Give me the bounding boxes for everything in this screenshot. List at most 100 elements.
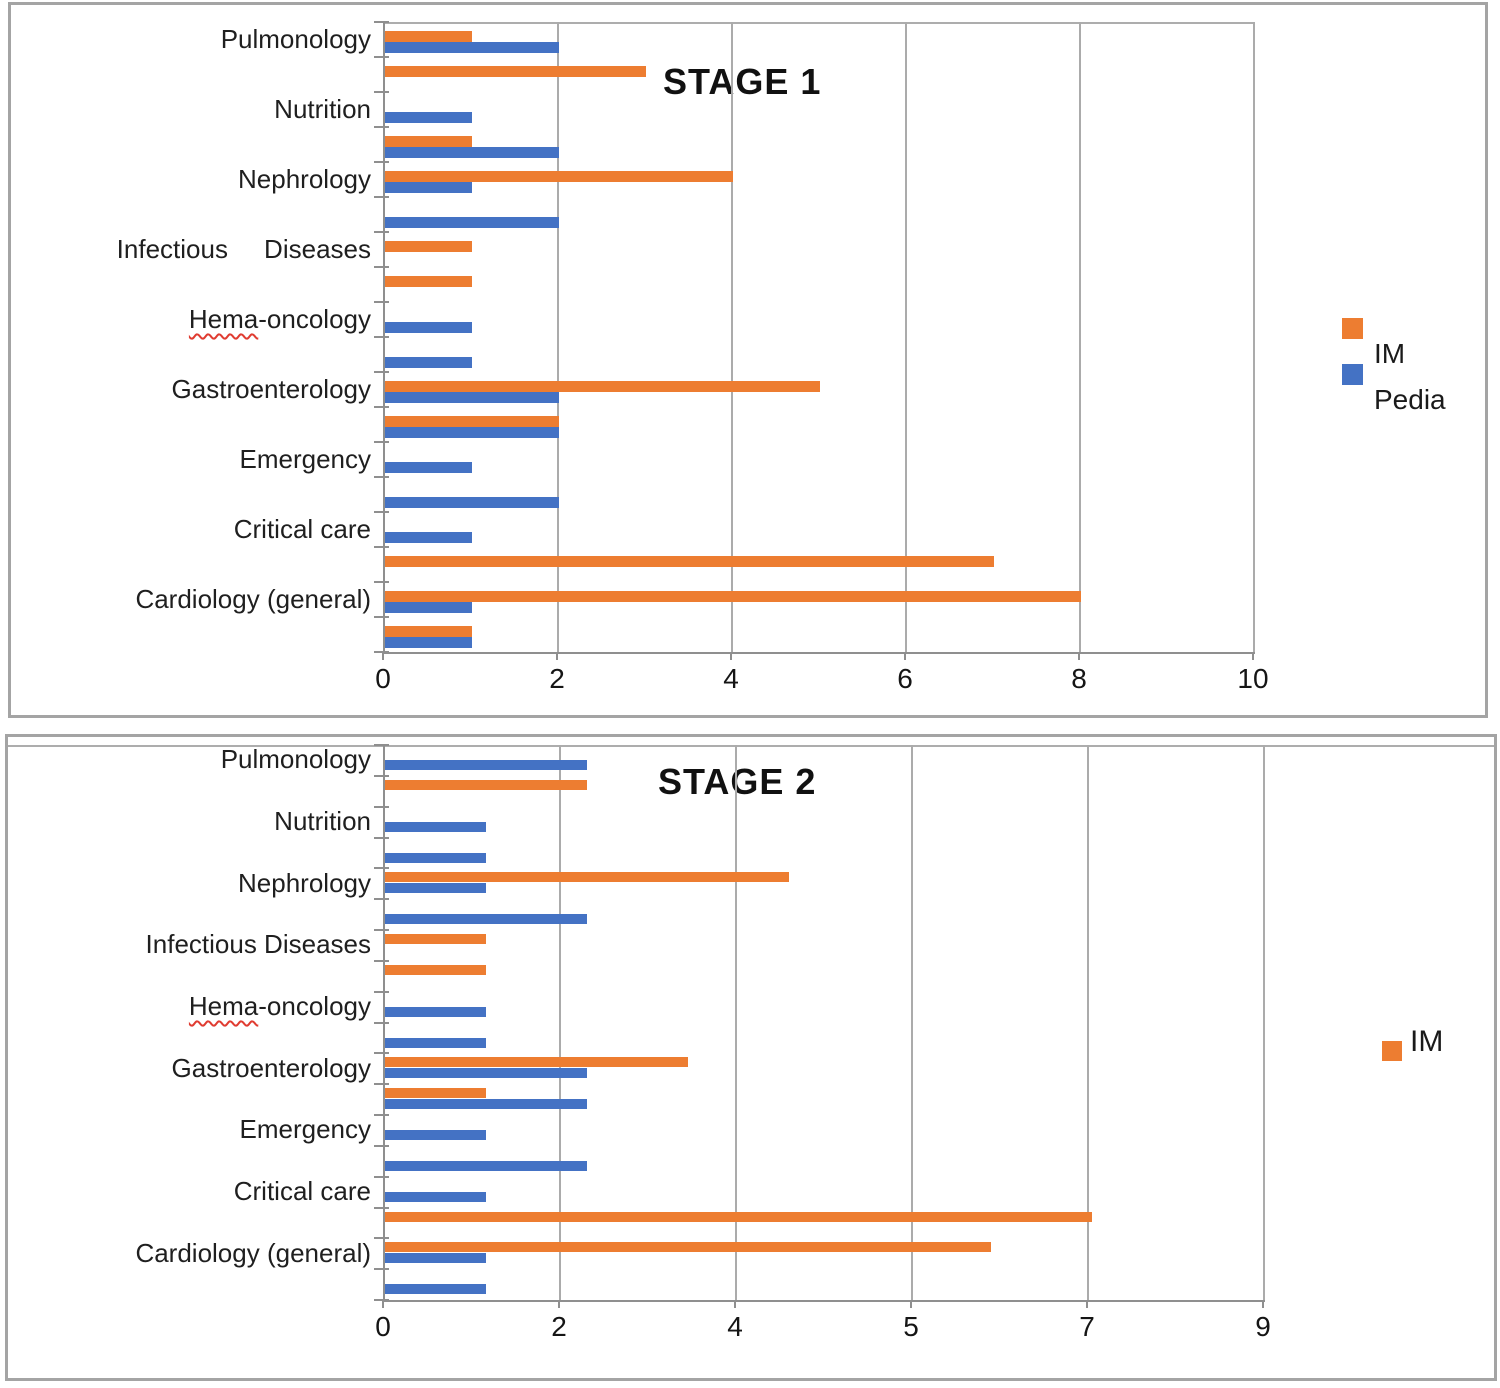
legend-pedia-label: Pedia [1374,384,1446,415]
x-axis-label: 6 [897,663,913,694]
gridline [557,22,559,652]
y-axis-tick [374,1237,389,1239]
pedia-bar [385,42,559,53]
gridline [559,745,561,1300]
x-axis-tick [1252,652,1254,660]
y-axis-tick [374,126,389,128]
y-axis-tick [374,511,389,513]
pedia-bar [385,1068,587,1078]
x-axis-tick [1262,1300,1264,1308]
pedia-bar [385,1130,486,1140]
y-axis-tick [374,56,389,58]
y-axis-tick [374,441,389,443]
x-axis-tick [382,1300,384,1308]
y-axis-line [383,22,385,654]
x-axis-tick [558,1300,560,1308]
y-axis-tick [374,231,389,233]
pedia-bar [385,1007,486,1017]
pedia-bar [385,883,486,893]
x-axis-label: 8 [1071,663,1087,694]
category-label: Nutrition [274,806,371,836]
y-axis-tick [374,1052,389,1054]
category-label: Infectious Diseases [116,234,371,264]
category-label: Emergency [239,444,372,474]
x-axis-tick [382,652,384,660]
im-bar [385,965,486,975]
x-axis-label: 4 [727,1311,743,1342]
category-label: Infectious Diseases [145,929,371,959]
y-axis-tick [374,1176,389,1178]
y-axis-tick [374,1145,389,1147]
pedia-bar [385,322,472,333]
pedia-bar [385,914,587,924]
category-label: Cardiology (general) [135,584,371,614]
x-axis-tick [734,1300,736,1308]
im-bar [385,1212,1092,1222]
y-axis-tick [374,651,389,653]
y-axis-tick [374,744,389,746]
y-axis-tick [374,960,389,962]
category-label: Gastroenterology [171,1053,371,1083]
y-axis-tick [374,1083,389,1085]
x-axis-label: 0 [375,1311,391,1342]
im-bar [385,66,646,77]
x-axis-label: 10 [1237,663,1269,694]
im-bar [385,872,789,882]
pedia-bar [385,1099,587,1109]
legend-im-label: IM [1374,338,1406,369]
x-axis-label: 5 [903,1311,919,1342]
category-label: Pulmonology [220,744,371,774]
y-axis-tick [374,1268,389,1270]
x-axis-label: 4 [723,663,739,694]
y-axis-tick [374,581,389,583]
im-bar [385,1057,688,1067]
gridline [1253,22,1255,652]
category-label: Nephrology [238,868,371,898]
category-label: Gastroenterology [171,374,371,404]
y-axis-tick [374,406,389,408]
im-bar [385,31,472,42]
category-label: Nutrition [274,94,371,124]
im-bar [385,1242,991,1252]
y-axis-tick [374,1114,389,1116]
y-axis-tick [374,371,389,373]
x-axis-tick [904,652,906,660]
y-axis-tick [374,21,389,23]
y-axis-tick [374,837,389,839]
plot-top-border [383,22,1255,24]
y-axis-tick [374,546,389,548]
legend-im-label: IM [1410,1025,1444,1058]
category-label: Cardiology (general) [135,1238,371,1268]
x-axis-tick [730,652,732,660]
y-axis-tick [374,991,389,993]
gridline [1087,745,1089,1300]
spellcheck-squiggle: Hema [188,991,259,1021]
im-bar [385,381,820,392]
legend-im-swatch [1382,1041,1402,1061]
pedia-bar [385,637,472,648]
plot-top-border [8,745,1494,747]
y-axis-tick [374,266,389,268]
gridline [731,22,733,652]
gridline [735,745,737,1300]
im-bar [385,556,994,567]
category-label: Emergency [239,1114,372,1144]
pedia-bar [385,392,559,403]
im-bar [385,136,472,147]
gridline [1263,745,1265,1300]
y-axis-tick [374,867,389,869]
im-bar [385,276,472,287]
stage1-chart: STAGE 1 IM Pedia 0 2 4 6 8 10 Pulmonology Nutri… [8,2,1488,718]
category-label: Critical care [233,514,371,544]
pedia-bar [385,147,559,158]
y-axis-tick [374,806,389,808]
y-axis-tick [374,1207,389,1209]
x-axis-tick [910,1300,912,1308]
y-axis-tick [374,91,389,93]
legend-im-swatch [1342,318,1363,339]
y-axis-tick [374,161,389,163]
im-bar [385,626,472,637]
pedia-bar [385,853,486,863]
pedia-bar [385,1161,587,1171]
pedia-bar [385,1038,486,1048]
